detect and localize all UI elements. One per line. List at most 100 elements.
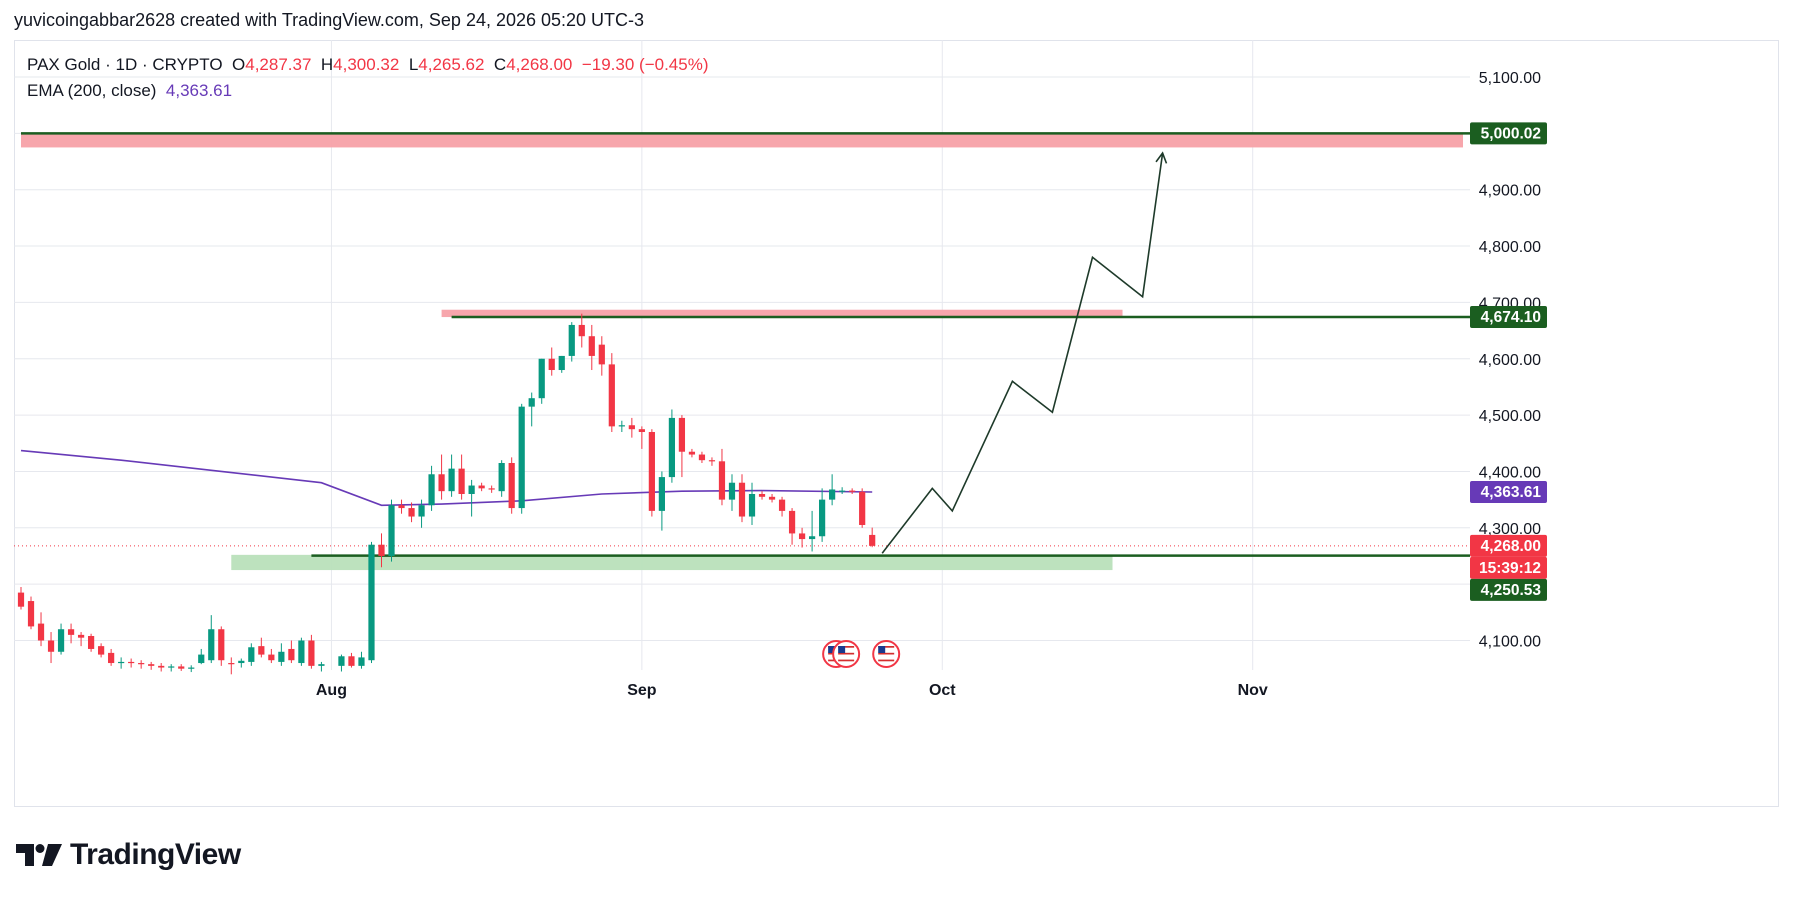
legend-low-label: L bbox=[408, 55, 419, 74]
candle bbox=[588, 324, 595, 371]
candle bbox=[808, 510, 816, 552]
candle bbox=[839, 487, 846, 494]
candle bbox=[17, 586, 25, 610]
candle bbox=[768, 493, 776, 503]
legend-ohlc-row: PAX Gold · 1D · CRYPTO O4,287.37 H4,300.… bbox=[27, 52, 709, 78]
candle bbox=[418, 499, 425, 528]
candle bbox=[458, 454, 465, 500]
us-flag-icon[interactable] bbox=[872, 640, 901, 668]
flag-canton bbox=[878, 646, 886, 653]
candle bbox=[728, 474, 736, 511]
horizontal-levels bbox=[14, 132, 1470, 557]
candle-body bbox=[468, 485, 475, 494]
tradingview-wordmark: TradingView bbox=[70, 838, 241, 871]
candle-body bbox=[498, 462, 505, 492]
candle-body bbox=[528, 398, 535, 407]
candle bbox=[428, 465, 435, 511]
candle-body bbox=[708, 460, 716, 462]
time-axis: Aug Sep Oct Nov bbox=[316, 682, 1268, 699]
candle bbox=[448, 454, 455, 497]
candle-body bbox=[408, 508, 415, 517]
candle-body bbox=[118, 661, 125, 664]
candle bbox=[488, 485, 495, 493]
candle-body bbox=[458, 468, 465, 494]
price-tick-label: 4,300.00 bbox=[1479, 521, 1541, 538]
candle bbox=[27, 596, 35, 630]
candle-body bbox=[428, 474, 435, 506]
zones bbox=[21, 133, 1463, 571]
legend-change: −19.30 (−0.45%) bbox=[581, 55, 709, 74]
candle-body bbox=[688, 451, 696, 455]
candle-body bbox=[168, 666, 175, 668]
flag-stripe bbox=[878, 652, 895, 655]
legend-symbol[interactable]: PAX Gold · 1D · CRYPTO bbox=[27, 55, 223, 74]
candle-body bbox=[87, 635, 95, 649]
legend-open-label: O bbox=[232, 55, 246, 74]
candle-body bbox=[819, 499, 826, 537]
price-label-text: 5,000.02 bbox=[1481, 125, 1541, 142]
legend-ema-row: EMA (200, close) 4,363.61 bbox=[27, 78, 709, 104]
candle-body bbox=[37, 623, 45, 641]
price-tick-label: 4,100.00 bbox=[1479, 634, 1541, 651]
flag-stripe bbox=[838, 652, 855, 655]
candle-body bbox=[608, 364, 615, 427]
candle bbox=[348, 652, 355, 668]
candle bbox=[308, 634, 315, 669]
candle bbox=[758, 491, 766, 500]
candle bbox=[198, 648, 205, 665]
legend-high: 4,300.32 bbox=[333, 55, 400, 74]
price-tick-label: 4,500.00 bbox=[1479, 408, 1541, 425]
price-label: 4,268.00 bbox=[1470, 534, 1547, 557]
candle-body bbox=[238, 660, 245, 664]
candle-body bbox=[869, 534, 876, 546]
candle bbox=[248, 643, 255, 666]
candle bbox=[598, 336, 605, 376]
candle-body bbox=[658, 477, 665, 511]
price-tick-label: 4,900.00 bbox=[1479, 183, 1541, 200]
candle-body bbox=[57, 629, 65, 652]
candle-body bbox=[98, 646, 105, 655]
price-label: 4,250.53 bbox=[1470, 578, 1547, 601]
candle-body bbox=[508, 462, 515, 509]
candle-body bbox=[648, 432, 655, 511]
candle bbox=[178, 664, 185, 671]
candle bbox=[168, 664, 175, 672]
candle bbox=[318, 661, 325, 672]
candle bbox=[738, 474, 746, 523]
candle-body bbox=[598, 344, 605, 365]
candle bbox=[128, 658, 135, 668]
candle bbox=[77, 632, 85, 647]
time-tick-label: Oct bbox=[929, 682, 956, 699]
candle bbox=[748, 482, 756, 525]
price-tick-label: 4,800.00 bbox=[1479, 239, 1541, 256]
candle bbox=[648, 429, 655, 517]
flag-stripe bbox=[878, 646, 895, 648]
candle-body bbox=[438, 474, 445, 492]
candle bbox=[278, 643, 285, 666]
legend-ema-label[interactable]: EMA (200, close) bbox=[27, 81, 157, 100]
candle-body bbox=[849, 490, 856, 492]
us-flag-icon[interactable] bbox=[832, 640, 861, 668]
price-label: 5,000.02 bbox=[1470, 122, 1547, 145]
candle bbox=[698, 451, 706, 463]
candle bbox=[778, 496, 786, 517]
candle bbox=[258, 637, 265, 658]
candle-body bbox=[388, 505, 395, 556]
candle bbox=[618, 420, 625, 433]
candle bbox=[688, 448, 696, 458]
candle-body bbox=[638, 429, 645, 433]
candle bbox=[798, 527, 806, 548]
ema-line bbox=[20, 449, 873, 507]
candle bbox=[708, 457, 716, 466]
tradingview-logo[interactable]: TradingView bbox=[16, 838, 241, 872]
candle-body bbox=[158, 665, 165, 668]
flag-stripe bbox=[878, 656, 895, 658]
candle bbox=[538, 358, 545, 404]
price-labels: 5,000.02 4,674.10 4,363.61 4,268.00 15:39:12… bbox=[1470, 122, 1547, 601]
candle bbox=[87, 633, 95, 652]
candle-body bbox=[808, 536, 816, 540]
candle bbox=[388, 499, 395, 562]
time-tick-label: Nov bbox=[1238, 682, 1268, 699]
candle-body bbox=[488, 488, 495, 490]
